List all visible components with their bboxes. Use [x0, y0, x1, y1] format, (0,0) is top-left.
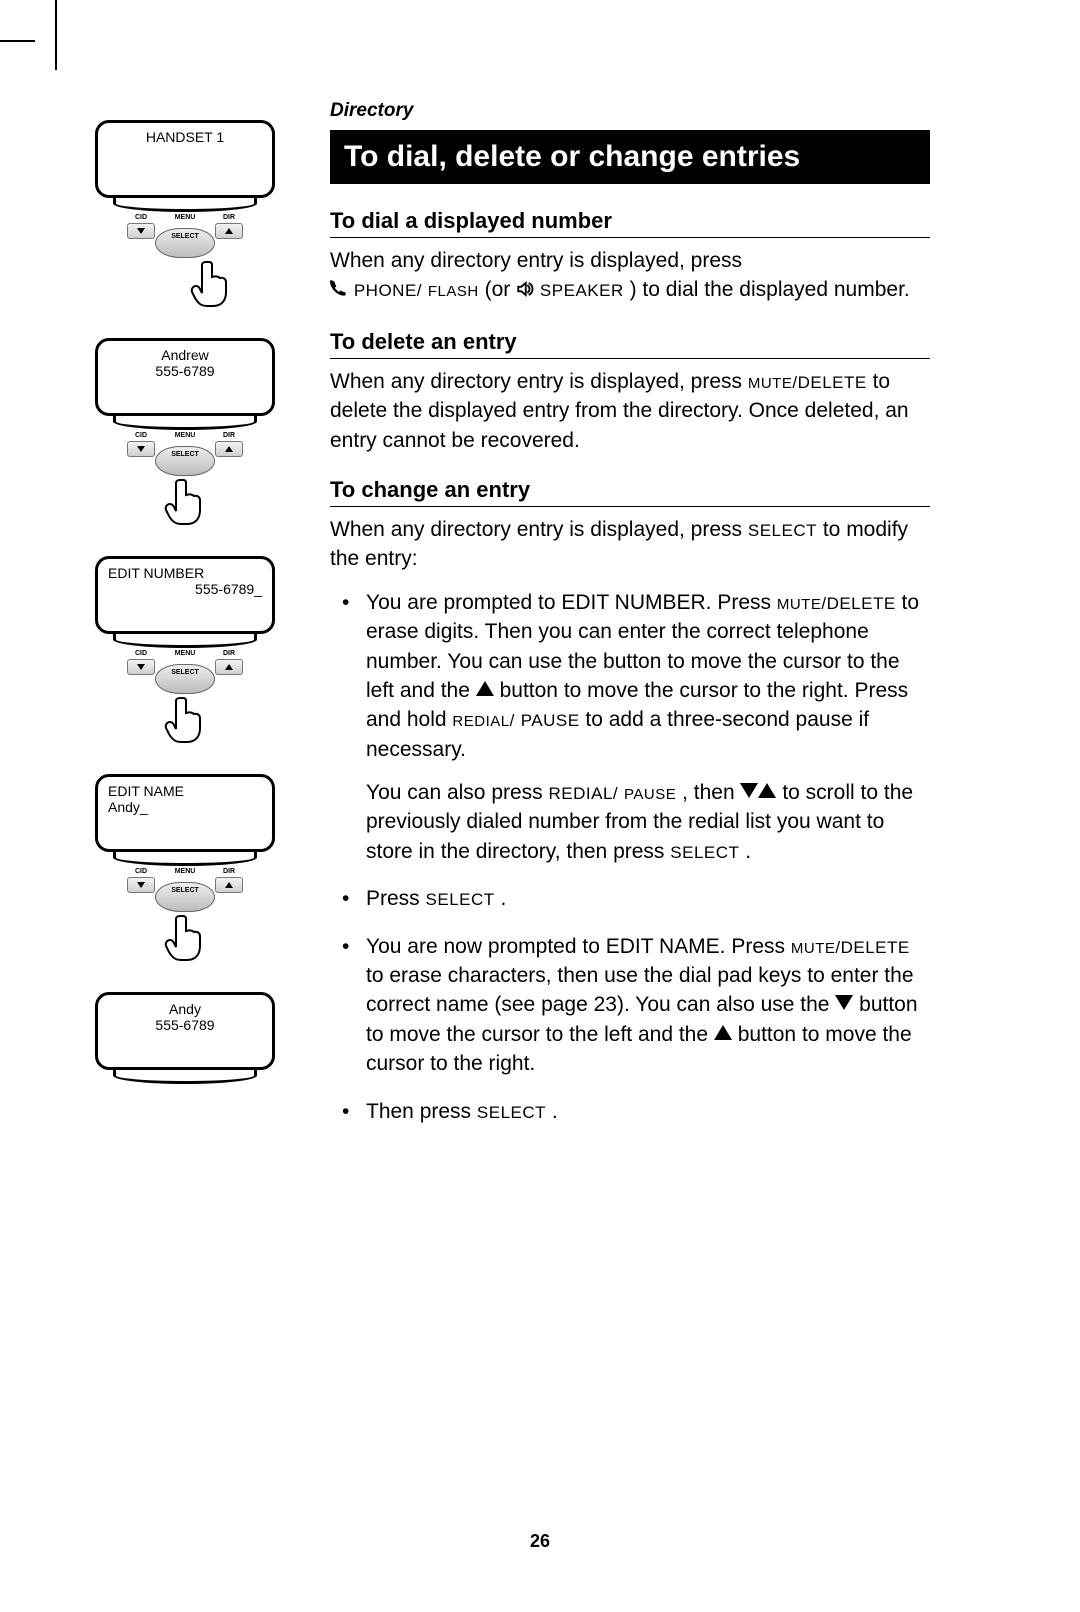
text: Then press — [366, 1100, 477, 1123]
subhead-delete: To delete an entry — [330, 329, 930, 359]
lcd-screen: EDIT NAME Andy_ — [95, 774, 275, 852]
key-delete: /DELETE — [792, 373, 866, 392]
dir-key: DIR — [207, 650, 251, 670]
menu-key: MENU — [163, 432, 207, 452]
handset-diagram-column: HANDSET 1 CID MENU DIR SELECT Andrew 555… — [95, 120, 275, 1114]
crop-mark-vertical — [55, 0, 57, 70]
softkey-row: CID MENU DIR — [95, 432, 275, 452]
lcd-line1: Andy — [108, 1001, 262, 1017]
lcd-line1: EDIT NAME — [108, 783, 262, 799]
cid-key: CID — [119, 650, 163, 670]
key-select: SELECT — [477, 1103, 546, 1122]
press-hand-icon — [164, 476, 206, 526]
key-speaker: SPEAKER — [540, 281, 624, 300]
menu-key: MENU — [163, 868, 207, 888]
dir-key: DIR — [207, 868, 251, 888]
text: to erase characters, then use the dial p… — [366, 964, 914, 1016]
text: . — [745, 840, 751, 863]
dir-key: DIR — [207, 214, 251, 234]
press-hand-icon — [190, 258, 232, 308]
key-mute: MUTE — [748, 375, 793, 392]
handset-step-3: EDIT NUMBER 555-6789_ CID MENU DIR SELEC… — [95, 556, 275, 744]
text: When any directory entry is displayed, p… — [330, 370, 748, 393]
text: When any directory entry is displayed, p… — [330, 518, 748, 541]
lcd-line1: Andrew — [108, 347, 262, 363]
lcd-line1: EDIT NUMBER — [108, 565, 262, 581]
para-change-intro: When any directory entry is displayed, p… — [330, 515, 930, 574]
down-arrow-icon — [740, 783, 758, 798]
lcd-screen: HANDSET 1 — [95, 120, 275, 198]
handset-step-1: HANDSET 1 CID MENU DIR SELECT — [95, 120, 275, 308]
key-select: SELECT — [426, 890, 495, 909]
text: (or — [485, 278, 517, 301]
up-arrow-icon — [714, 1025, 732, 1040]
handset-step-4: EDIT NAME Andy_ CID MENU DIR SELECT — [95, 774, 275, 962]
content-column: Directory To dial, delete or change entr… — [330, 100, 930, 1144]
lcd-line2: 555-6789 — [108, 1017, 262, 1033]
text: . — [552, 1100, 558, 1123]
key-select: SELECT — [748, 521, 817, 540]
list-item: You are now prompted to EDIT NAME. Press… — [342, 932, 930, 1079]
change-steps-list: You are prompted to EDIT NUMBER. Press M… — [342, 588, 930, 1126]
text: You are now prompted to EDIT NAME. Press — [366, 935, 791, 958]
dir-key: DIR — [207, 432, 251, 452]
text: You are prompted to EDIT NUMBER. Press — [366, 591, 777, 614]
text: . — [501, 887, 507, 910]
handset-step-5: Andy 555-6789 — [95, 992, 275, 1084]
cid-key: CID — [119, 214, 163, 234]
lcd-screen: Andrew 555-6789 — [95, 338, 275, 416]
press-hand-icon — [164, 694, 206, 744]
speaker-icon — [516, 277, 534, 306]
key-phone: PHONE/ — [354, 281, 422, 300]
menu-key: MENU — [163, 650, 207, 670]
lcd-line2: 555-6789 — [108, 363, 262, 379]
subhead-change: To change an entry — [330, 477, 930, 507]
list-item: You are prompted to EDIT NUMBER. Press M… — [342, 588, 930, 867]
key-mute: MUTE — [791, 940, 836, 957]
phone-icon — [330, 277, 348, 306]
lcd-line2: 555-6789_ — [108, 581, 262, 597]
lcd-screen: EDIT NUMBER 555-6789_ — [95, 556, 275, 634]
press-hand-icon — [164, 912, 206, 962]
key-select: SELECT — [670, 843, 739, 862]
subhead-dial: To dial a displayed number — [330, 208, 930, 238]
key-redial: REDIAL — [452, 713, 509, 730]
sub-paragraph: You can also press REDIAL/ PAUSE , then … — [366, 778, 930, 866]
text: Press — [366, 887, 426, 910]
slash: / — [510, 711, 515, 730]
page: HANDSET 1 CID MENU DIR SELECT Andrew 555… — [0, 0, 1080, 1612]
key-redial: REDIAL/ — [549, 784, 619, 803]
softkey-row: CID MENU DIR — [95, 214, 275, 234]
crop-mark-horizontal — [0, 40, 35, 42]
key-flash: FLASH — [428, 283, 479, 300]
lcd-line2: Andy_ — [108, 799, 262, 815]
menu-key: MENU — [163, 214, 207, 234]
lcd-line1: HANDSET 1 — [108, 129, 262, 145]
key-pause: PAUSE — [624, 786, 676, 803]
cid-key: CID — [119, 868, 163, 888]
key-mute: MUTE — [777, 596, 822, 613]
down-arrow-icon — [835, 995, 853, 1010]
text: , then — [682, 781, 740, 804]
up-arrow-icon — [476, 681, 494, 696]
lcd-screen: Andy 555-6789 — [95, 992, 275, 1070]
key-pause: PAUSE — [521, 711, 580, 730]
section-label: Directory — [330, 100, 930, 122]
para-dial: When any directory entry is displayed, p… — [330, 246, 930, 307]
list-item: Then press SELECT . — [342, 1097, 930, 1126]
para-delete: When any directory entry is displayed, p… — [330, 367, 930, 455]
key-delete: /DELETE — [835, 938, 909, 957]
text: When any directory entry is displayed, p… — [330, 249, 742, 272]
key-delete: /DELETE — [821, 594, 895, 613]
handset-step-2: Andrew 555-6789 CID MENU DIR SELECT — [95, 338, 275, 526]
softkey-row: CID MENU DIR — [95, 868, 275, 888]
softkey-row: CID MENU DIR — [95, 650, 275, 670]
up-arrow-icon — [758, 783, 776, 798]
page-number: 26 — [0, 1531, 1080, 1552]
text: You can also press — [366, 781, 549, 804]
list-item: Press SELECT . — [342, 884, 930, 913]
cid-key: CID — [119, 432, 163, 452]
page-title: To dial, delete or change entries — [330, 130, 930, 184]
text: ) to dial the displayed number. — [630, 278, 910, 301]
